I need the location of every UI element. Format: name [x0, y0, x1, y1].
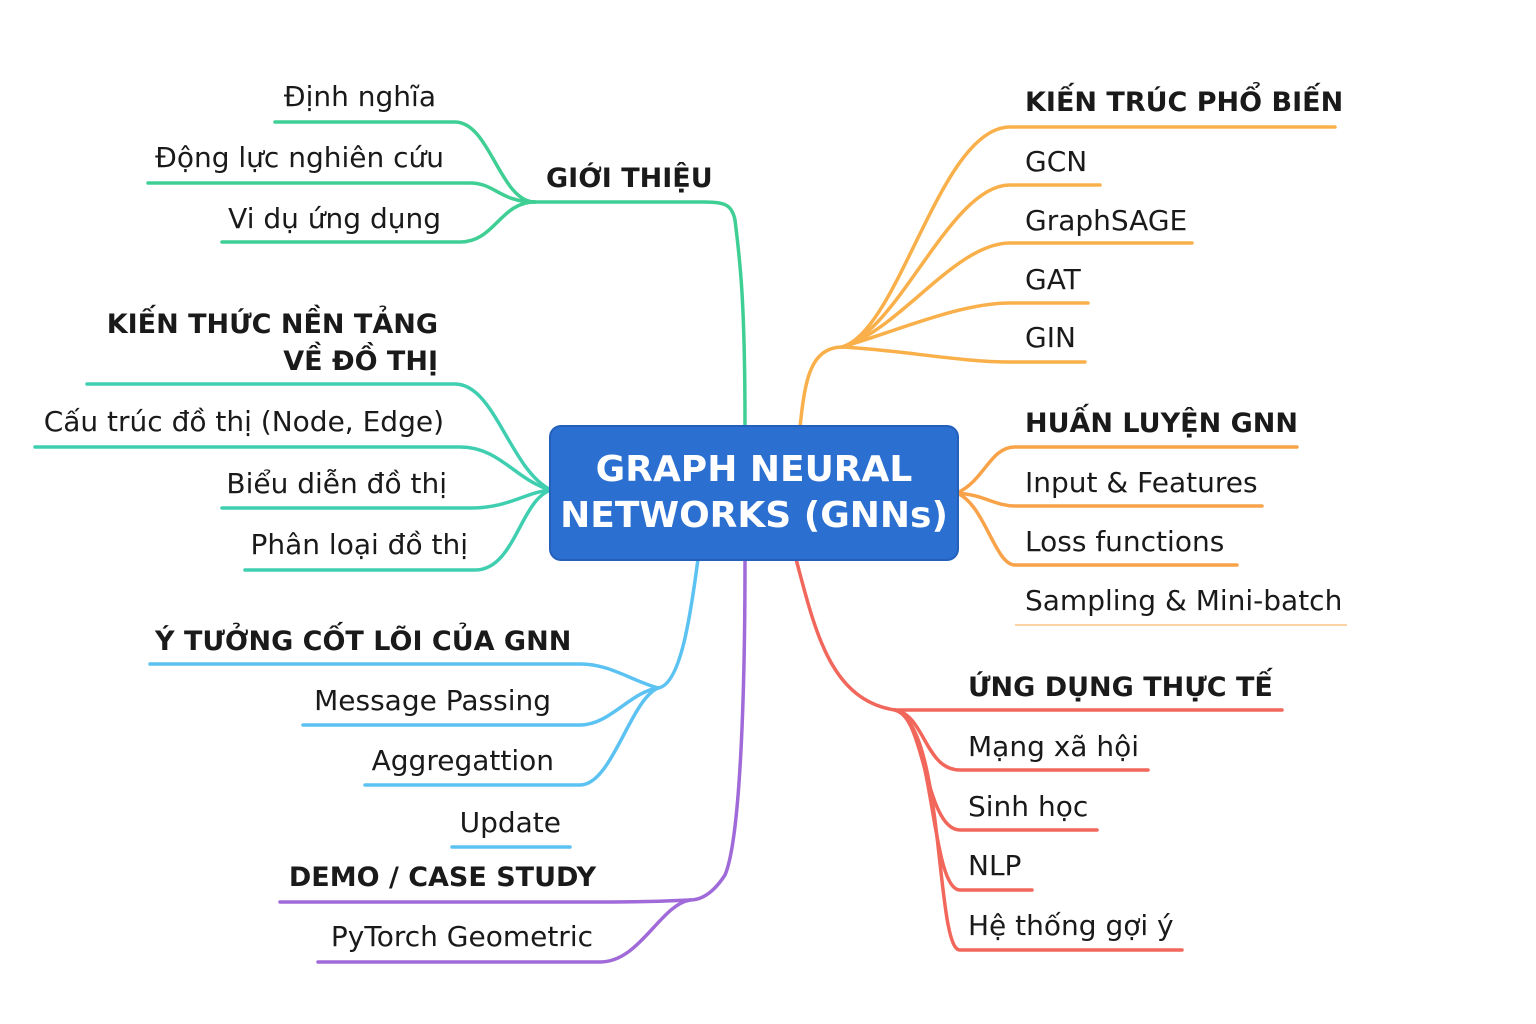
branch-title-ung-dung: ỨNG DỤNG THỰC TẾ — [968, 672, 1273, 703]
leaf-graphsage: GraphSAGE — [1025, 204, 1188, 237]
branch-title-y-tuong: Ý TƯỞNG CỐT LÕI CỦA GNN — [155, 626, 572, 657]
branch-ung-dung-lines — [794, 557, 1284, 952]
branch-gioi-thieu-lines — [146, 120, 747, 429]
branch-title-kien-thuc-line1: KIẾN THỨC NỀN TẢNG — [106, 309, 438, 340]
branch-title-huan-luyen: HUẤN LUYỆN GNN — [1025, 408, 1298, 439]
root-title-line1: GRAPH NEURAL — [595, 449, 913, 490]
leaf-vi-du-ung-dung: Vi dụ ứng dụng — [228, 202, 441, 235]
leaf-aggregattion: Aggregattion — [371, 744, 554, 777]
leaf-mang-xa-hoi: Mạng xã hội — [968, 730, 1140, 763]
leaf-message-passing: Message Passing — [314, 684, 551, 717]
leaf-phan-loai-do-thi: Phân loại đồ thị — [250, 528, 469, 561]
branch-title-kien-truc: KIẾN TRÚC PHỔ BIẾN — [1025, 87, 1344, 118]
branch-title-kien-thuc-line2: VỀ ĐỒ THỊ — [283, 346, 438, 377]
root-title-line2: NETWORKS (GNNs) — [560, 495, 948, 536]
leaf-bieu-dien-do-thi: Biểu diễn đồ thị — [226, 467, 447, 500]
leaf-sampling-mini-batch: Sampling & Mini-batch — [1025, 584, 1343, 617]
branch-huan-luyen-lines — [955, 445, 1347, 626]
leaf-pytorch-geometric: PyTorch Geometric — [330, 920, 593, 953]
leaf-gin: GIN — [1025, 321, 1076, 354]
leaf-dong-luc-nghien-cuu: Động lực nghiên cứu — [155, 141, 444, 174]
branch-kien-thuc-lines — [33, 382, 553, 572]
leaf-gcn: GCN — [1025, 145, 1088, 178]
leaf-nlp: NLP — [968, 849, 1022, 882]
leaf-sinh-hoc: Sinh học — [968, 790, 1089, 823]
leaf-input-features: Input & Features — [1025, 466, 1258, 499]
leaf-loss-functions: Loss functions — [1025, 525, 1225, 558]
leaf-gat: GAT — [1025, 263, 1081, 296]
root-node: GRAPH NEURAL NETWORKS (GNNs) — [551, 427, 957, 559]
branch-kien-truc-lines — [798, 125, 1337, 429]
branch-title-demo: DEMO / CASE STUDY — [288, 862, 596, 893]
leaf-cau-truc-do-thi: Cấu trúc đồ thị (Node, Edge) — [43, 405, 444, 438]
leaf-he-thong-goi-y: Hệ thống gợi ý — [968, 909, 1174, 942]
branch-title-gioi-thieu: GIỚI THIỆU — [546, 163, 713, 194]
leaf-dinh-nghia: Định nghĩa — [283, 80, 436, 113]
branch-demo-lines — [278, 557, 747, 964]
leaf-update: Update — [459, 806, 561, 839]
branch-y-tuong-lines — [148, 557, 700, 787]
